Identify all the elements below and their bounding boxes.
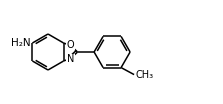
Text: O: O bbox=[67, 40, 74, 50]
Text: H₂N: H₂N bbox=[11, 38, 30, 48]
Text: N: N bbox=[67, 54, 74, 64]
Text: CH₃: CH₃ bbox=[136, 70, 154, 80]
